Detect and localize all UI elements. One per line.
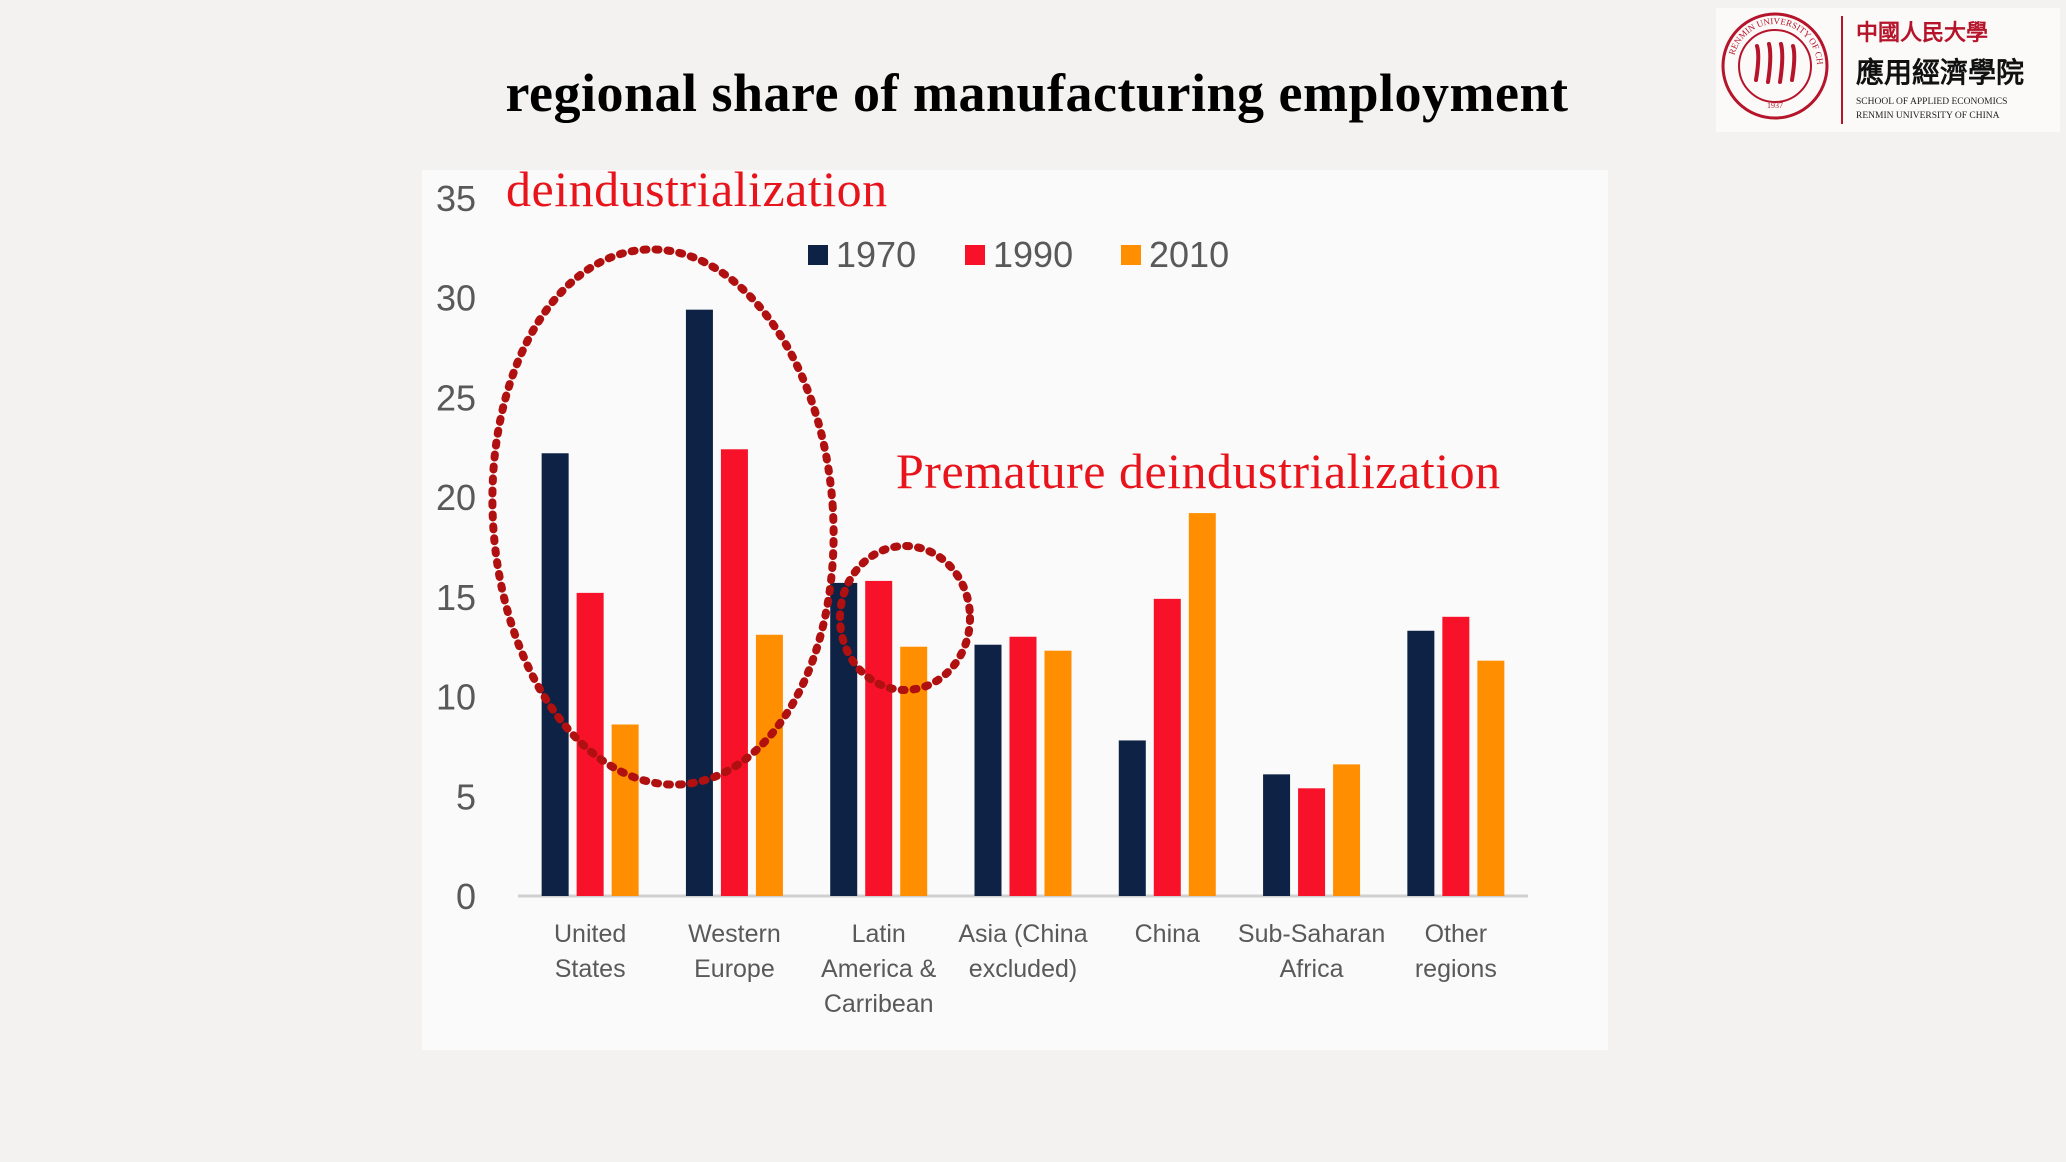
bar-2010: [900, 646, 928, 896]
x-category-label: Carribean: [824, 990, 934, 1018]
logo-university-cn: 中國人民大學: [1856, 20, 1988, 46]
logo-graphic: RENMIN UNIVERSITY OF CHINA 1937 中國人民大學 應…: [1716, 8, 2024, 124]
x-category-label: regions: [1415, 955, 1497, 983]
x-category-label: Asia (China: [958, 920, 1087, 948]
x-category-label: Latin: [852, 920, 906, 948]
slide-title: regional share of manufacturing employme…: [505, 63, 1569, 123]
x-category-label: United: [554, 920, 626, 948]
logo-school-en-1: SCHOOL OF APPLIED ECONOMICS: [1856, 97, 2007, 107]
x-category-label: States: [555, 955, 626, 983]
bar-2010: [1044, 650, 1072, 896]
bar-1990: [1298, 788, 1326, 896]
logo-school-cn: 應用經濟學院: [1856, 56, 2024, 89]
x-category-label: Sub-Saharan: [1238, 920, 1385, 948]
bar-1990: [720, 449, 748, 896]
seal-inner-ring: [1738, 29, 1812, 103]
legend-label-2010: 2010: [1149, 234, 1229, 275]
y-tick-label: 20: [436, 477, 476, 518]
x-category-label: China: [1135, 920, 1200, 948]
bar-2010: [611, 724, 639, 896]
bar-1970: [830, 582, 858, 896]
legend-swatch-1990: [965, 245, 985, 265]
seal-outer-ring: [1721, 12, 1829, 120]
x-category-label: excluded): [969, 955, 1077, 983]
x-category-label: America &: [821, 955, 937, 983]
bar-1970: [685, 309, 713, 896]
bar-2010: [1333, 764, 1361, 896]
x-category-label: Europe: [694, 955, 775, 983]
legend-label-1990: 1990: [993, 234, 1073, 275]
bar-1990: [1009, 636, 1037, 896]
x-category-label: Western: [688, 920, 781, 948]
bar-1990: [1442, 616, 1470, 896]
bar-2010: [755, 634, 783, 896]
chart-panel: 0 5 10 15 20 25 30 35 United States Western Europe L…: [422, 170, 1608, 1050]
bar-2010: [1188, 513, 1216, 896]
x-category-label: Other: [1425, 920, 1488, 948]
university-logo: RENMIN UNIVERSITY OF CHINA 1937 中國人民大學 應…: [1716, 8, 2060, 132]
legend-swatch-2010: [1121, 245, 1141, 265]
bar-1990: [1153, 598, 1181, 896]
seal-emblem-icon: [1754, 42, 1797, 84]
bar-2010: [1477, 660, 1505, 896]
legend-label-1970: 1970: [836, 234, 916, 275]
y-tick-label: 5: [456, 776, 476, 817]
bar-1970: [1118, 740, 1146, 896]
y-tick-label: 25: [436, 377, 476, 418]
logo-school-en-2: RENMIN UNIVERSITY OF CHINA: [1856, 111, 2000, 121]
y-tick-label: 10: [436, 677, 476, 718]
bar-1970: [541, 453, 569, 896]
y-tick-label: 30: [436, 278, 476, 319]
y-tick-label: 15: [436, 577, 476, 618]
bar-1970: [1407, 630, 1435, 896]
y-tick-label: 35: [436, 178, 476, 219]
x-category-label: Africa: [1280, 955, 1344, 983]
bar-1970: [974, 644, 1002, 896]
seal-year: 1937: [1767, 101, 1783, 110]
y-tick-label: 0: [456, 876, 476, 917]
bar-chart: 0 5 10 15 20 25 30 35 United States Western Europe L…: [436, 178, 1528, 1018]
annotation-premature-deindustrialization: Premature deindustrialization: [896, 443, 1501, 499]
legend-swatch-1970: [808, 245, 828, 265]
annotation-deindustrialization: deindustrialization: [506, 161, 888, 217]
bar-1990: [865, 580, 893, 896]
bar-1990: [576, 592, 604, 896]
bar-1970: [1263, 774, 1291, 896]
